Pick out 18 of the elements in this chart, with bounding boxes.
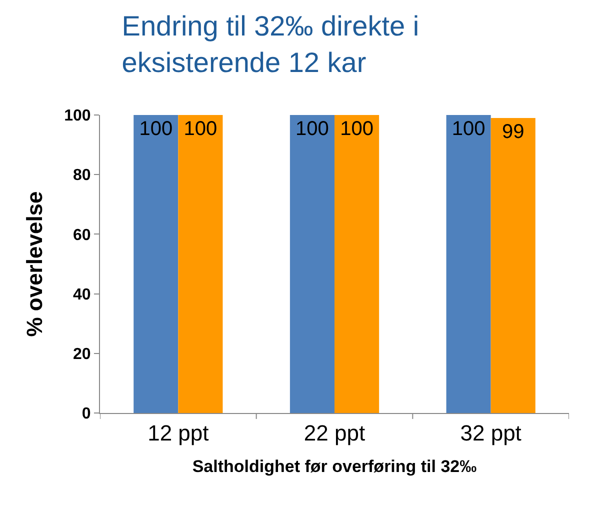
y-tick-label: 0 bbox=[82, 406, 91, 423]
data-label: 99 bbox=[502, 120, 524, 143]
chart-title: Endring til 32‰ direkte i eksisterende 12 kar bbox=[122, 10, 420, 78]
data-label: 100 bbox=[139, 118, 173, 140]
data-label: 100 bbox=[184, 118, 218, 140]
x-tick-label: 22 ppt bbox=[304, 420, 366, 446]
x-tick-label: 32 ppt bbox=[460, 420, 522, 446]
data-label: 100 bbox=[340, 118, 374, 140]
y-tick-label: 20 bbox=[73, 346, 91, 363]
x-axis-title: Saltholdighet før overføring til 32‰ bbox=[192, 456, 477, 476]
y-tick-label: 100 bbox=[64, 108, 91, 125]
data-label: 100 bbox=[296, 118, 329, 140]
y-tick-label: 80 bbox=[73, 167, 91, 184]
y-axis-title: % overlevelse bbox=[22, 191, 47, 337]
y-tick-label: 60 bbox=[73, 226, 91, 244]
x-tick-label: 12 ppt bbox=[148, 420, 209, 446]
data-label: 100 bbox=[452, 118, 486, 140]
y-tick-label: 40 bbox=[73, 286, 91, 304]
